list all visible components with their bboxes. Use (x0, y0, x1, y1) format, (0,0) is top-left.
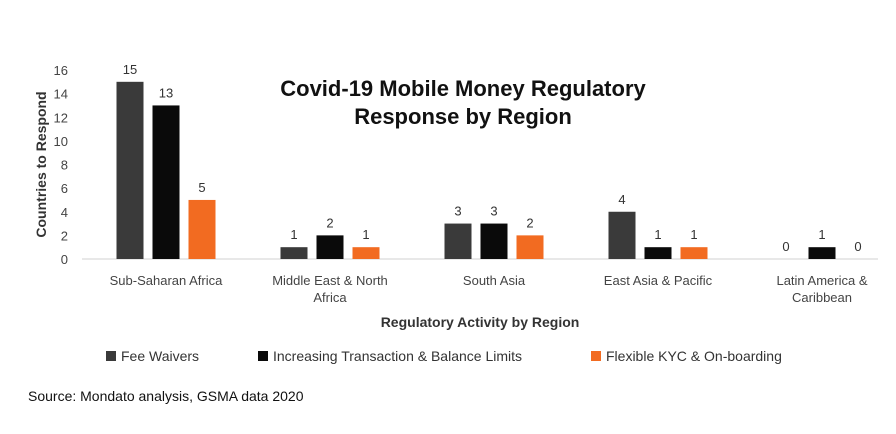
chart-title: Covid-19 Mobile Money Regulatory (280, 76, 646, 101)
y-tick-label: 8 (61, 158, 68, 173)
y-tick-label: 14 (54, 87, 68, 102)
bar (152, 105, 180, 259)
x-tick-label: East Asia & Pacific (604, 273, 713, 288)
bar (352, 247, 380, 259)
bar (188, 199, 216, 259)
data-label: 1 (818, 227, 825, 242)
data-label: 3 (490, 204, 497, 219)
data-label: 0 (854, 239, 861, 254)
data-label: 2 (326, 215, 333, 230)
bar (280, 247, 308, 259)
legend-swatch (591, 351, 601, 361)
bar (808, 247, 836, 259)
source-note: Source: Mondato analysis, GSMA data 2020 (28, 388, 304, 404)
y-tick-label: 2 (61, 228, 68, 243)
legend-label: Increasing Transaction & Balance Limits (273, 348, 522, 364)
legend-label: Fee Waivers (121, 348, 199, 364)
x-tick-label: Latin America & (776, 273, 867, 288)
data-label: 5 (198, 180, 205, 195)
legend-swatch (106, 351, 116, 361)
bar (644, 247, 672, 259)
bar (444, 223, 472, 259)
bar (516, 235, 544, 259)
x-tick-label: Middle East & North (272, 273, 388, 288)
data-label: 15 (123, 62, 137, 77)
x-tick-label: Sub-Saharan Africa (110, 273, 224, 288)
x-tick-label: South Asia (463, 273, 526, 288)
bar (116, 81, 144, 259)
data-label: 13 (159, 85, 173, 100)
y-axis-title: Countries to Respond (33, 91, 49, 237)
bar (608, 211, 636, 259)
bar (316, 235, 344, 259)
data-label: 0 (782, 239, 789, 254)
data-label: 3 (454, 204, 461, 219)
y-tick-label: 4 (61, 205, 68, 220)
chart-title: Response by Region (354, 104, 572, 129)
legend-swatch (258, 351, 268, 361)
bar (680, 247, 708, 259)
y-tick-label: 6 (61, 181, 68, 196)
legend-label: Flexible KYC & On-boarding (606, 348, 782, 364)
data-label: 1 (290, 227, 297, 242)
x-tick-label: Caribbean (792, 290, 852, 305)
data-label: 1 (654, 227, 661, 242)
y-tick-label: 10 (54, 134, 68, 149)
y-tick-label: 12 (54, 110, 68, 125)
y-tick-label: 16 (54, 63, 68, 78)
data-label: 2 (526, 215, 533, 230)
data-label: 4 (618, 192, 625, 207)
x-tick-label: Africa (313, 290, 347, 305)
data-label: 1 (362, 227, 369, 242)
data-label: 1 (690, 227, 697, 242)
y-tick-label: 0 (61, 252, 68, 267)
x-axis-title: Regulatory Activity by Region (381, 314, 580, 330)
bar (480, 223, 508, 259)
